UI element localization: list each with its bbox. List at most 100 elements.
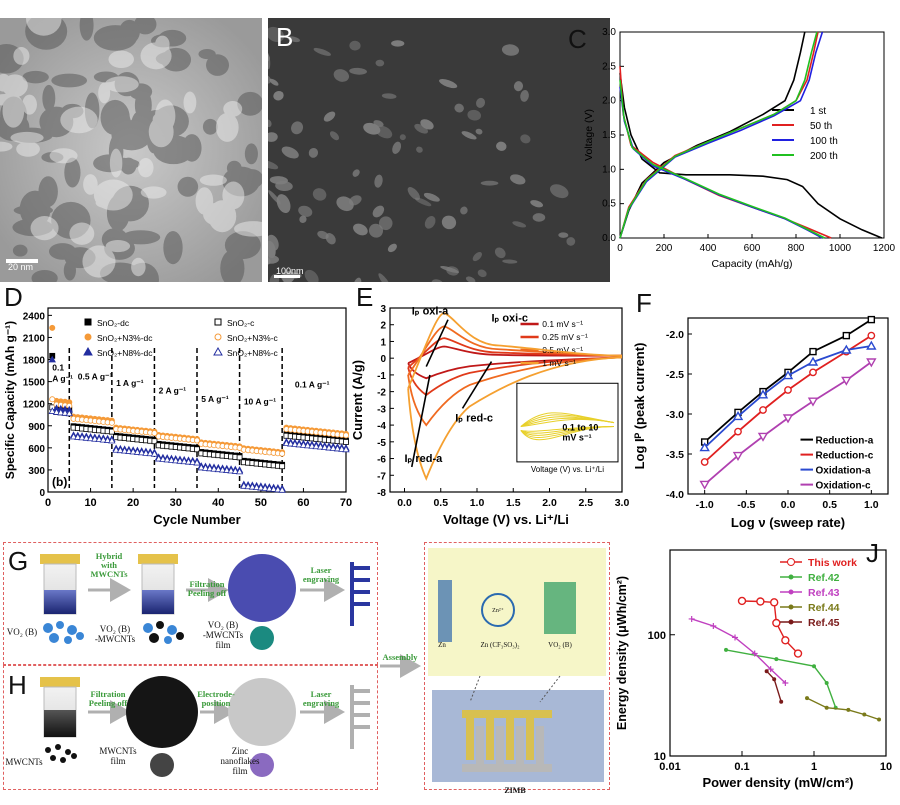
- tem-grain: [182, 134, 202, 162]
- d-data-point: [95, 435, 103, 443]
- d-data-point: [206, 464, 214, 472]
- d-data-point: [269, 485, 278, 492]
- sem-particle: [353, 277, 362, 282]
- d-y-axis-label: Specific Capacity (mAh g⁻¹): [3, 321, 17, 479]
- e-peak-annotation: Iₚ red-a: [405, 453, 444, 465]
- d-x-tick-label: 10: [84, 497, 96, 509]
- tem-bright-grain: [215, 112, 239, 142]
- d-legend-label: SnO₂+N8%-c: [227, 348, 279, 358]
- d-data-point: [146, 449, 154, 457]
- sem-particle: [333, 69, 350, 82]
- d-data-point: [299, 441, 308, 448]
- panel-f-letter: F: [636, 288, 652, 318]
- mwcnts-film-micrograph: [150, 753, 174, 777]
- d-legend-label: SnO₂-c: [227, 318, 255, 328]
- j-data-point: [732, 634, 739, 641]
- sem-particle: [325, 233, 336, 245]
- tem-bright-grain: [16, 141, 40, 157]
- d-data-point: [108, 436, 116, 444]
- d-data-point: [342, 445, 350, 453]
- f-data-point: [699, 442, 710, 452]
- f-x-tick-label: -1.0: [696, 499, 714, 511]
- j-data-point: [779, 699, 784, 704]
- j-data-point: [824, 705, 829, 710]
- f-data-point: [734, 427, 742, 436]
- tem-image: [0, 18, 262, 282]
- sem-particle: [387, 243, 397, 253]
- sem-particle: [368, 223, 384, 238]
- d-data-point: [61, 408, 69, 416]
- tem-grain: [79, 18, 94, 41]
- d-data-point: [240, 481, 248, 489]
- mwcnts-film: [126, 676, 198, 748]
- panel-g-box: [3, 542, 378, 665]
- d-data-point: [99, 435, 108, 443]
- tem-bright-grain: [22, 94, 37, 115]
- sem-particle: [312, 188, 327, 201]
- d-rate-label: 5 A g⁻¹: [201, 394, 229, 404]
- j-legend-marker: [788, 574, 794, 580]
- tem-grain: [163, 230, 183, 265]
- zinc-film-label: Zinc nanoflakes film: [220, 746, 260, 776]
- sem-particle: [460, 206, 468, 215]
- f-legend-label: Reduction-c: [816, 451, 874, 462]
- schematic-graphics: [40, 548, 606, 782]
- d-data-point: [295, 440, 303, 448]
- vo2-label: VO₂ (B): [6, 627, 38, 637]
- d-legend-label: SnO₂+N8%-dc: [97, 348, 153, 358]
- sem-particle: [496, 141, 507, 151]
- d-data-point: [163, 455, 171, 463]
- sem-particle: [420, 119, 434, 130]
- d-y-tick-label: 0: [39, 488, 45, 499]
- e-oxi-a-arrow: [425, 319, 449, 367]
- j-y-tick-label: 100: [648, 630, 666, 642]
- chart-e: 0.0 0.5 1.0 1.5 2.0 2.5 3.0 -8 -7 -6 -5 -4 -3 -2 -1 0 1 2…: [350, 304, 629, 527]
- e-peak-annotation: Iₚ oxi-c: [492, 312, 529, 324]
- c-series-charge-line: [619, 31, 806, 239]
- electrolyte-label: Zn (CF₃SO₃)₂: [480, 641, 520, 649]
- panel-c-letter: C: [568, 24, 587, 54]
- d-data-point: [338, 445, 346, 452]
- e-inset-x-label: Voltage (V) vs. Li⁺/Li: [531, 465, 604, 474]
- vo2-mwcnts-particles: [143, 621, 184, 644]
- sem-particle: [513, 81, 524, 92]
- zinc-anode: [438, 580, 452, 642]
- sem-particle: [287, 36, 300, 43]
- assembly-label: Assembly: [382, 652, 418, 662]
- j-data-point: [824, 681, 829, 686]
- d-data-point: [235, 467, 244, 475]
- c-series-charge-line: [619, 31, 818, 239]
- tem-bright-grain: [108, 50, 134, 69]
- sem-particle: [472, 251, 482, 262]
- d-data-point: [48, 407, 56, 414]
- tem-bright-grain: [199, 174, 227, 186]
- panel-i-box: [424, 542, 610, 790]
- tem-bright-grain: [10, 131, 44, 144]
- d-x-axis-label: Cycle Number: [153, 512, 240, 527]
- sem-particle: [424, 216, 436, 229]
- e-y-tick-label: -5: [377, 438, 386, 449]
- c-x-tick-label: 600: [744, 243, 761, 254]
- sem-particle: [494, 247, 506, 259]
- f-y-tick-label: -2.5: [666, 369, 684, 381]
- panel-b-letter: B: [276, 22, 294, 52]
- sem-particle: [276, 194, 291, 214]
- sem-particle: [381, 93, 397, 99]
- sem-particle: [558, 232, 569, 238]
- j-data-point: [793, 649, 803, 658]
- j-y-tick-label: 10: [654, 751, 666, 763]
- j-data-point: [781, 636, 790, 645]
- f-y-tick-label: -4.0: [666, 489, 684, 501]
- sem-particle: [304, 269, 319, 282]
- tem-bright-grain: [30, 216, 59, 241]
- c-x-tick-label: 1000: [829, 243, 852, 254]
- tem-grain: [121, 230, 161, 245]
- sem-particle: [269, 78, 279, 86]
- f-data-point: [807, 356, 819, 366]
- d-data-point: [74, 433, 82, 440]
- d-data-point: [133, 448, 142, 455]
- tem-bright-grain: [98, 82, 111, 104]
- d-legend-marker: [213, 346, 223, 356]
- j-data-point: [764, 669, 769, 674]
- chart-c: 0 200 400 600 800 1000 1200 0.0 0.5 1.0 1.5 2.0 2.5 3…: [583, 27, 896, 270]
